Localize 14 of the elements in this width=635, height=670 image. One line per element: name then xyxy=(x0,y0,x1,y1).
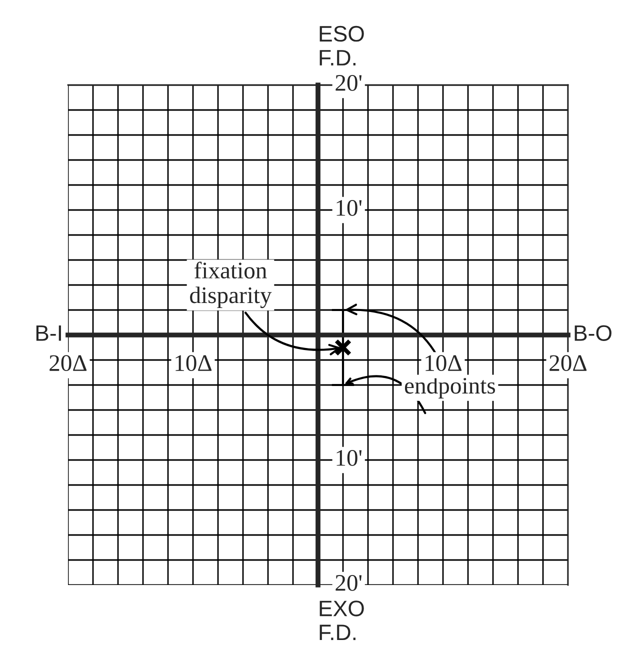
text: EXO F.D. xyxy=(320,600,364,640)
y-tick-label: 10' xyxy=(336,450,362,466)
x-tick-label: 20Δ xyxy=(50,355,87,372)
y-tick-label: 20' xyxy=(336,74,362,91)
annotation: endpoints xyxy=(404,377,495,398)
annotation: fixation disparity xyxy=(190,262,272,308)
y-tick-label: 10' xyxy=(336,200,362,216)
x-tick-label: 20Δ xyxy=(550,355,587,372)
text: B-O xyxy=(574,325,612,341)
x-tick-label: 10Δ xyxy=(176,355,212,372)
text: B-I xyxy=(36,325,61,341)
x-tick-label: 10Δ xyxy=(426,355,462,372)
y-tick-label: 20' xyxy=(336,574,362,591)
text: ESO F.D. xyxy=(320,26,364,66)
